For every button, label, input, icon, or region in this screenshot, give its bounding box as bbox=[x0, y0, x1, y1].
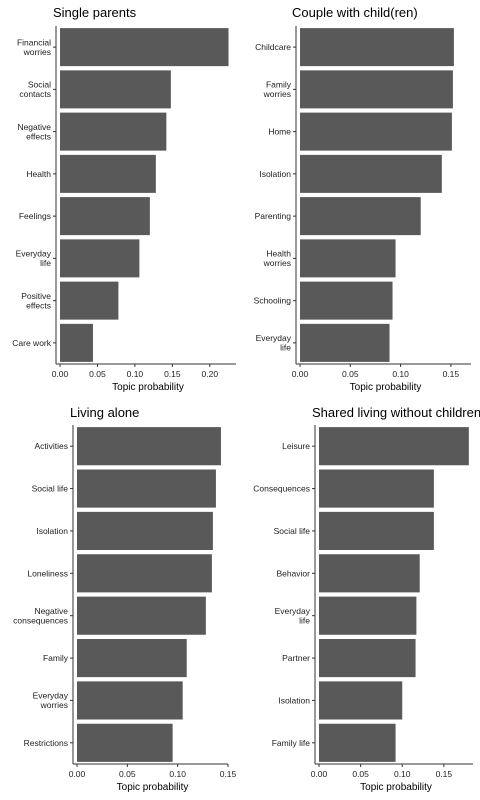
bar bbox=[300, 239, 396, 278]
x-tick-label: 0.05 bbox=[119, 769, 136, 779]
bar bbox=[60, 281, 119, 320]
bar bbox=[60, 154, 156, 193]
category-label: Home bbox=[268, 127, 291, 137]
bar bbox=[77, 554, 212, 593]
x-axis-label: Topic probability bbox=[360, 782, 432, 793]
bar bbox=[77, 511, 213, 551]
bar bbox=[300, 28, 454, 67]
x-tick-label: 0.15 bbox=[436, 769, 453, 779]
bar bbox=[319, 681, 403, 720]
category-label: Feelings bbox=[19, 211, 51, 221]
x-tick-label: 0.20 bbox=[202, 369, 219, 379]
x-tick-label: 0.15 bbox=[164, 369, 181, 379]
bar bbox=[60, 239, 140, 278]
bar bbox=[300, 112, 452, 151]
category-label: Everyday life bbox=[275, 606, 311, 626]
category-label: Negative effects bbox=[17, 122, 51, 142]
x-tick-label: 0.10 bbox=[127, 369, 144, 379]
bar bbox=[319, 723, 396, 762]
category-label: Negative consequences bbox=[13, 606, 68, 626]
bar bbox=[300, 197, 421, 236]
panel-4: Shared living without children Leisure Con… bbox=[253, 405, 480, 793]
bar bbox=[77, 723, 173, 762]
x-tick-label: 0.10 bbox=[392, 369, 409, 379]
bar bbox=[319, 596, 417, 635]
category-label: Behavior bbox=[276, 568, 310, 578]
bar bbox=[300, 70, 453, 109]
category-label: Family worries bbox=[263, 80, 292, 100]
x-tick-label: 0.00 bbox=[311, 769, 328, 779]
category-label: Positive effects bbox=[21, 291, 51, 311]
bar bbox=[300, 281, 393, 320]
x-axis-label: Topic probability bbox=[117, 782, 189, 793]
x-tick-label: 0.15 bbox=[220, 769, 237, 779]
category-label: Activities bbox=[34, 441, 68, 451]
panel-3: Living alone Activities Social life Isolati… bbox=[13, 405, 236, 793]
panel-title: Single parents bbox=[53, 5, 137, 20]
category-label: Leisure bbox=[282, 441, 310, 451]
bar bbox=[60, 28, 229, 67]
x-tick-label: 0.00 bbox=[292, 369, 309, 379]
bar bbox=[77, 469, 216, 508]
x-tick-label: 0.15 bbox=[443, 369, 460, 379]
bar bbox=[300, 323, 390, 362]
category-label: Social contacts bbox=[19, 80, 51, 100]
category-label: Restrictions bbox=[24, 738, 68, 748]
x-tick-label: 0.05 bbox=[89, 369, 106, 379]
x-tick-label: 0.10 bbox=[169, 769, 186, 779]
category-label: Social life bbox=[274, 526, 311, 536]
category-label: Family bbox=[43, 653, 69, 663]
bar bbox=[77, 427, 221, 466]
category-label: Financial worries bbox=[17, 37, 51, 57]
bar bbox=[319, 427, 469, 466]
bar bbox=[319, 511, 434, 551]
category-label: Loneliness bbox=[27, 568, 68, 578]
bar bbox=[319, 469, 434, 508]
category-label: Social life bbox=[32, 484, 69, 494]
bar bbox=[77, 638, 187, 678]
panel-2: Couple with child(ren) Childcare Family wor… bbox=[254, 5, 471, 393]
category-label: Isolation bbox=[36, 526, 68, 536]
category-label: Health bbox=[26, 169, 51, 179]
x-tick-label: 0.00 bbox=[69, 769, 86, 779]
panel-title: Couple with child(ren) bbox=[292, 5, 418, 20]
x-tick-label: 0.00 bbox=[52, 369, 69, 379]
category-label: Everyday worries bbox=[33, 691, 69, 711]
bar bbox=[300, 154, 442, 193]
bar bbox=[60, 70, 171, 109]
category-label: Parenting bbox=[255, 211, 292, 221]
bar bbox=[60, 197, 150, 236]
category-label: Isolation bbox=[259, 169, 291, 179]
bar bbox=[77, 596, 206, 635]
x-tick-label: 0.05 bbox=[342, 369, 359, 379]
category-label: Childcare bbox=[255, 42, 291, 52]
x-tick-label: 0.05 bbox=[352, 769, 369, 779]
panel-title: Living alone bbox=[70, 405, 139, 420]
bar bbox=[319, 638, 416, 678]
panel-title: Shared living without children bbox=[312, 405, 480, 420]
category-label: Isolation bbox=[278, 695, 310, 705]
x-axis-label: Topic probability bbox=[112, 382, 184, 393]
category-label: Everyday life bbox=[256, 333, 292, 353]
x-tick-label: 0.10 bbox=[394, 769, 411, 779]
bar bbox=[77, 681, 183, 720]
category-label: Consequences bbox=[253, 484, 310, 494]
category-label: Care work bbox=[12, 338, 51, 348]
bar bbox=[319, 554, 420, 593]
x-axis-label: Topic probability bbox=[350, 382, 422, 393]
category-label: Health worries bbox=[263, 249, 292, 269]
panel-1: Single parents Financial worries Social cont… bbox=[12, 5, 236, 393]
category-label: Partner bbox=[282, 653, 310, 663]
bar bbox=[60, 112, 167, 151]
category-label: Family life bbox=[272, 738, 311, 748]
category-label: Schooling bbox=[254, 296, 292, 306]
bar bbox=[60, 323, 93, 362]
category-label: Everyday life bbox=[16, 249, 52, 269]
